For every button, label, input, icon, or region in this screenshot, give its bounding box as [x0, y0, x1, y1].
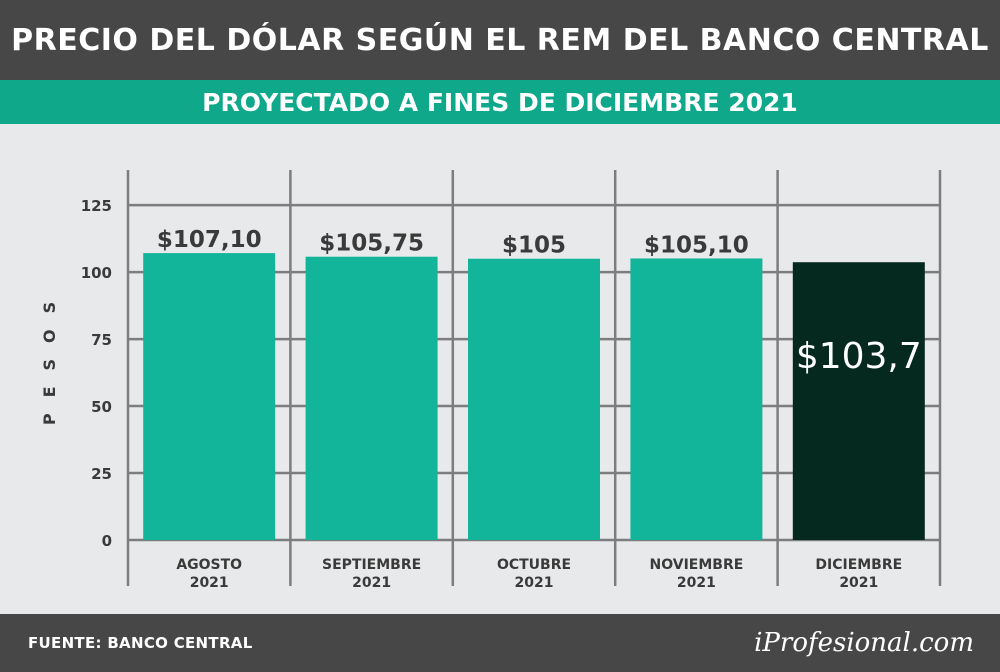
y-tick-label-100: 100: [81, 264, 112, 282]
value-label-0: $107,10: [157, 227, 262, 253]
bar-2: [468, 258, 600, 540]
y-tick-label-125: 125: [81, 197, 112, 215]
footer: FUENTE: BANCO CENTRAL iProfesional.com: [0, 614, 1000, 672]
value-label-3: $105,10: [644, 232, 749, 258]
x-tick-label-4-name: DICIEMBRE: [815, 557, 902, 573]
x-tick-label-3-name: NOVIEMBRE: [650, 557, 744, 573]
y-tick-label-0: 0: [102, 532, 112, 550]
y-tick-label-75: 75: [91, 331, 112, 349]
bar-4: [792, 262, 925, 540]
bar-chart: 0 25 50 75 100 125 $107,10 AGOSTO 2021 $105,75 SEP…: [81, 170, 942, 591]
x-tick-label-4-year: 2021: [839, 575, 878, 591]
source-note: FUENTE: BANCO CENTRAL: [28, 634, 253, 652]
x-tick-label-0-name: AGOSTO: [176, 557, 242, 573]
brand-logo: iProfesional.com: [754, 628, 974, 658]
x-tick-label-2-year: 2021: [515, 575, 554, 591]
bar-1: [305, 256, 438, 540]
value-label-2: $105: [502, 233, 566, 259]
x-tick-label-2-name: OCTUBRE: [497, 557, 571, 573]
y-axis-label-text: PESOS: [40, 285, 60, 425]
y-axis-label: PESOS: [30, 270, 70, 440]
chart-subtitle: PROYECTADO A FINES DE DICIEMBRE 2021: [0, 80, 1000, 124]
bar-0: [143, 253, 276, 540]
bar-3: [630, 258, 763, 540]
x-tick-label-1-year: 2021: [352, 575, 391, 591]
x-tick-label-3-year: 2021: [677, 575, 716, 591]
y-tick-label-25: 25: [91, 465, 112, 483]
x-tick-label-1-name: SEPTIEMBRE: [322, 557, 421, 573]
value-label-1: $105,75: [319, 231, 424, 257]
y-tick-label-50: 50: [91, 398, 112, 416]
chart-title: PRECIO DEL DÓLAR SEGÚN EL REM DEL BANCO …: [0, 0, 1000, 80]
x-tick-label-0-year: 2021: [190, 575, 229, 591]
value-label-4: $103,7: [796, 336, 922, 377]
